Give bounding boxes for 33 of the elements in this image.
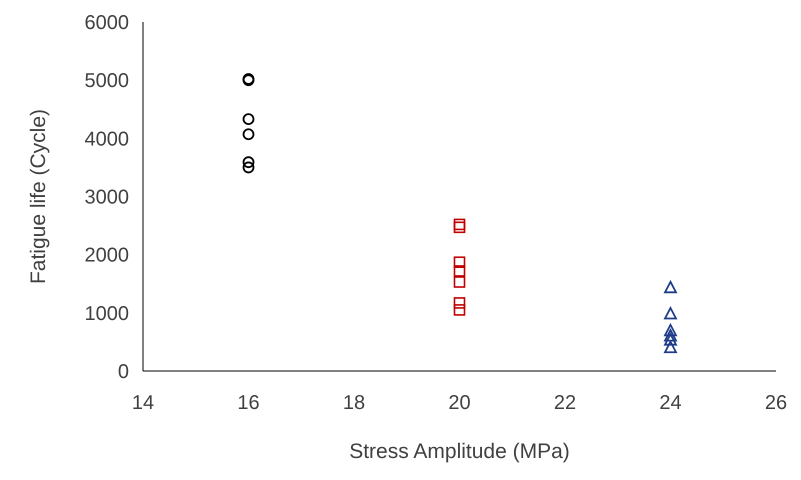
y-tick-label: 2000 bbox=[84, 244, 129, 267]
point bbox=[664, 333, 677, 346]
x-tick-label: 14 bbox=[132, 392, 154, 414]
x-tick-label: 22 bbox=[554, 392, 576, 414]
y-tick-label: 1000 bbox=[84, 302, 129, 325]
x-axis-title: Stress Amplitude (MPa) bbox=[349, 440, 570, 463]
point bbox=[454, 222, 466, 234]
point bbox=[664, 329, 677, 342]
y-tick-label: 5000 bbox=[84, 70, 129, 92]
y-tick-label: 3000 bbox=[84, 186, 129, 208]
x-tick-label: 16 bbox=[237, 392, 260, 414]
y-tick-label: 0 bbox=[118, 361, 129, 383]
point bbox=[454, 297, 466, 309]
y-axis-title: Fatigue life (Cycle) bbox=[27, 108, 50, 284]
point bbox=[664, 340, 677, 354]
point bbox=[454, 304, 466, 316]
point bbox=[454, 218, 466, 230]
y-tick-label: 4000 bbox=[84, 128, 129, 150]
point bbox=[454, 256, 466, 268]
y-tick-label: 6000 bbox=[84, 12, 129, 34]
point bbox=[242, 113, 254, 126]
point bbox=[664, 307, 677, 320]
x-tick-label: 18 bbox=[342, 392, 366, 414]
x-tick-label: 20 bbox=[448, 392, 471, 414]
point bbox=[664, 324, 677, 336]
x-tick-label: 26 bbox=[764, 392, 788, 414]
x-tick-label: 24 bbox=[659, 392, 682, 414]
point bbox=[242, 128, 254, 140]
point bbox=[242, 156, 254, 168]
point bbox=[664, 280, 677, 294]
point bbox=[242, 162, 254, 174]
point bbox=[454, 265, 466, 277]
point bbox=[454, 276, 466, 288]
